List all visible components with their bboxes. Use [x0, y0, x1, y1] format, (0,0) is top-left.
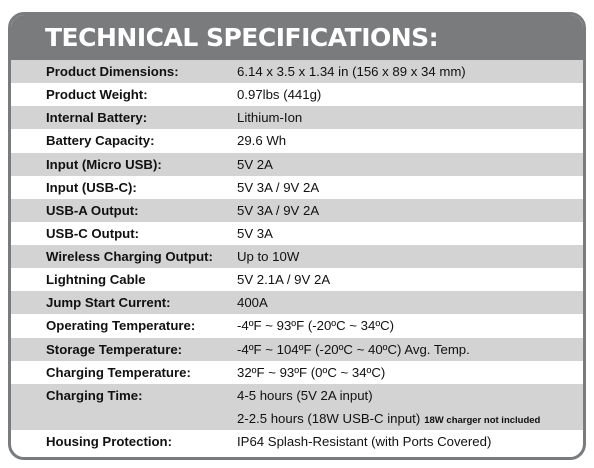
spec-row: Product Dimensions: 6.14 x 3.5 x 1.34 in…	[11, 60, 583, 84]
spec-title: TECHNICAL SPECIFICATIONS:	[11, 15, 583, 60]
spec-row: Input (USB-C): 5V 3A / 9V 2A	[11, 176, 583, 199]
spec-label: Charging Time:	[46, 387, 143, 403]
spec-label: USB-A Output:	[46, 202, 139, 218]
spec-card: TECHNICAL SPECIFICATIONS: Product Dimens…	[8, 12, 586, 460]
spec-row: Jump Start Current: 400A	[11, 291, 583, 315]
spec-value: 0.97lbs (441g)	[237, 87, 322, 103]
spec-label: Lightning Cable	[46, 272, 146, 288]
spec-label: Input (Micro USB):	[46, 156, 162, 172]
spec-row: USB-C Output: 5V 3A	[11, 222, 583, 245]
spec-row: Input (Micro USB): 5V 2A	[11, 152, 583, 176]
spec-table: Product Dimensions: 6.14 x 3.5 x 1.34 in…	[11, 60, 583, 457]
spec-row: Wireless Charging Output: Up to 10W	[11, 245, 583, 269]
spec-label: Internal Battery:	[46, 110, 148, 126]
spec-label: Housing Protection:	[46, 434, 173, 449]
spec-value: 5V 3A / 9V 2A	[237, 179, 320, 195]
spec-row: Internal Battery: Lithium-Ion	[11, 106, 583, 130]
spec-value: 5V 3A / 9V 2A	[237, 202, 320, 218]
spec-label: Jump Start Current:	[46, 295, 171, 311]
spec-label: Battery Capacity:	[46, 133, 155, 149]
spec-row: Storage Temperature: -4ºF ~ 104ºF (-20ºC…	[11, 337, 583, 361]
spec-value: 32ºF ~ 93ºF (0ºC ~ 34ºC)	[237, 364, 386, 380]
spec-value: 5V 3A	[237, 225, 273, 241]
spec-row: Charging Time: 4-5 hours (5V 2A input) 2…	[11, 383, 583, 432]
spec-row: Battery Capacity: 29.6 Wh	[11, 129, 583, 152]
spec-value: Lithium-Ion	[237, 110, 303, 126]
spec-label: Charging Temperature:	[46, 364, 191, 380]
spec-value: -4ºF ~ 93ºF (-20ºC ~ 34ºC)	[237, 318, 395, 334]
spec-note: 18W charger not included	[424, 414, 541, 426]
spec-value-line-2: 2-2.5 hours (18W USB-C input) 18W charger…	[237, 407, 540, 432]
spec-value: 6.14 x 3.5 x 1.34 in (156 x 89 x 34 mm)	[237, 64, 466, 79]
spec-label: Operating Temperature:	[46, 318, 196, 334]
spec-value: IP64 Splash-Resistant (with Ports Covere…	[237, 434, 492, 449]
spec-value: 400A	[237, 295, 268, 311]
spec-row: Lightning Cable 5V 2.1A / 9V 2A	[11, 268, 583, 291]
spec-value: 5V 2.1A / 9V 2A	[237, 272, 331, 288]
spec-row: Charging Temperature: 32ºF ~ 93ºF (0ºC ~…	[11, 361, 583, 384]
spec-value-2: 2-2.5 hours (18W USB-C input)	[237, 410, 421, 426]
spec-label: Wireless Charging Output:	[46, 249, 213, 264]
spec-label: Product Dimensions:	[46, 64, 179, 79]
spec-label: Storage Temperature:	[46, 341, 183, 357]
spec-row: Housing Protection: IP64 Splash-Resistan…	[11, 430, 583, 453]
spec-label: Input (USB-C):	[46, 179, 137, 195]
spec-value: 29.6 Wh	[237, 133, 287, 149]
spec-value: Up to 10W	[237, 249, 300, 264]
spec-label: USB-C Output:	[46, 225, 140, 241]
spec-value: 4-5 hours (5V 2A input)	[237, 387, 373, 403]
spec-row: Product Weight: 0.97lbs (441g)	[11, 83, 583, 106]
spec-value: 5V 2A	[237, 156, 273, 172]
spec-value: -4ºF ~ 104ºF (-20ºC ~ 40ºC) Avg. Temp.	[237, 341, 470, 357]
spec-row: USB-A Output: 5V 3A / 9V 2A	[11, 198, 583, 222]
spec-row: Operating Temperature: -4ºF ~ 93ºF (-20º…	[11, 314, 583, 337]
spec-label: Product Weight:	[46, 87, 148, 103]
